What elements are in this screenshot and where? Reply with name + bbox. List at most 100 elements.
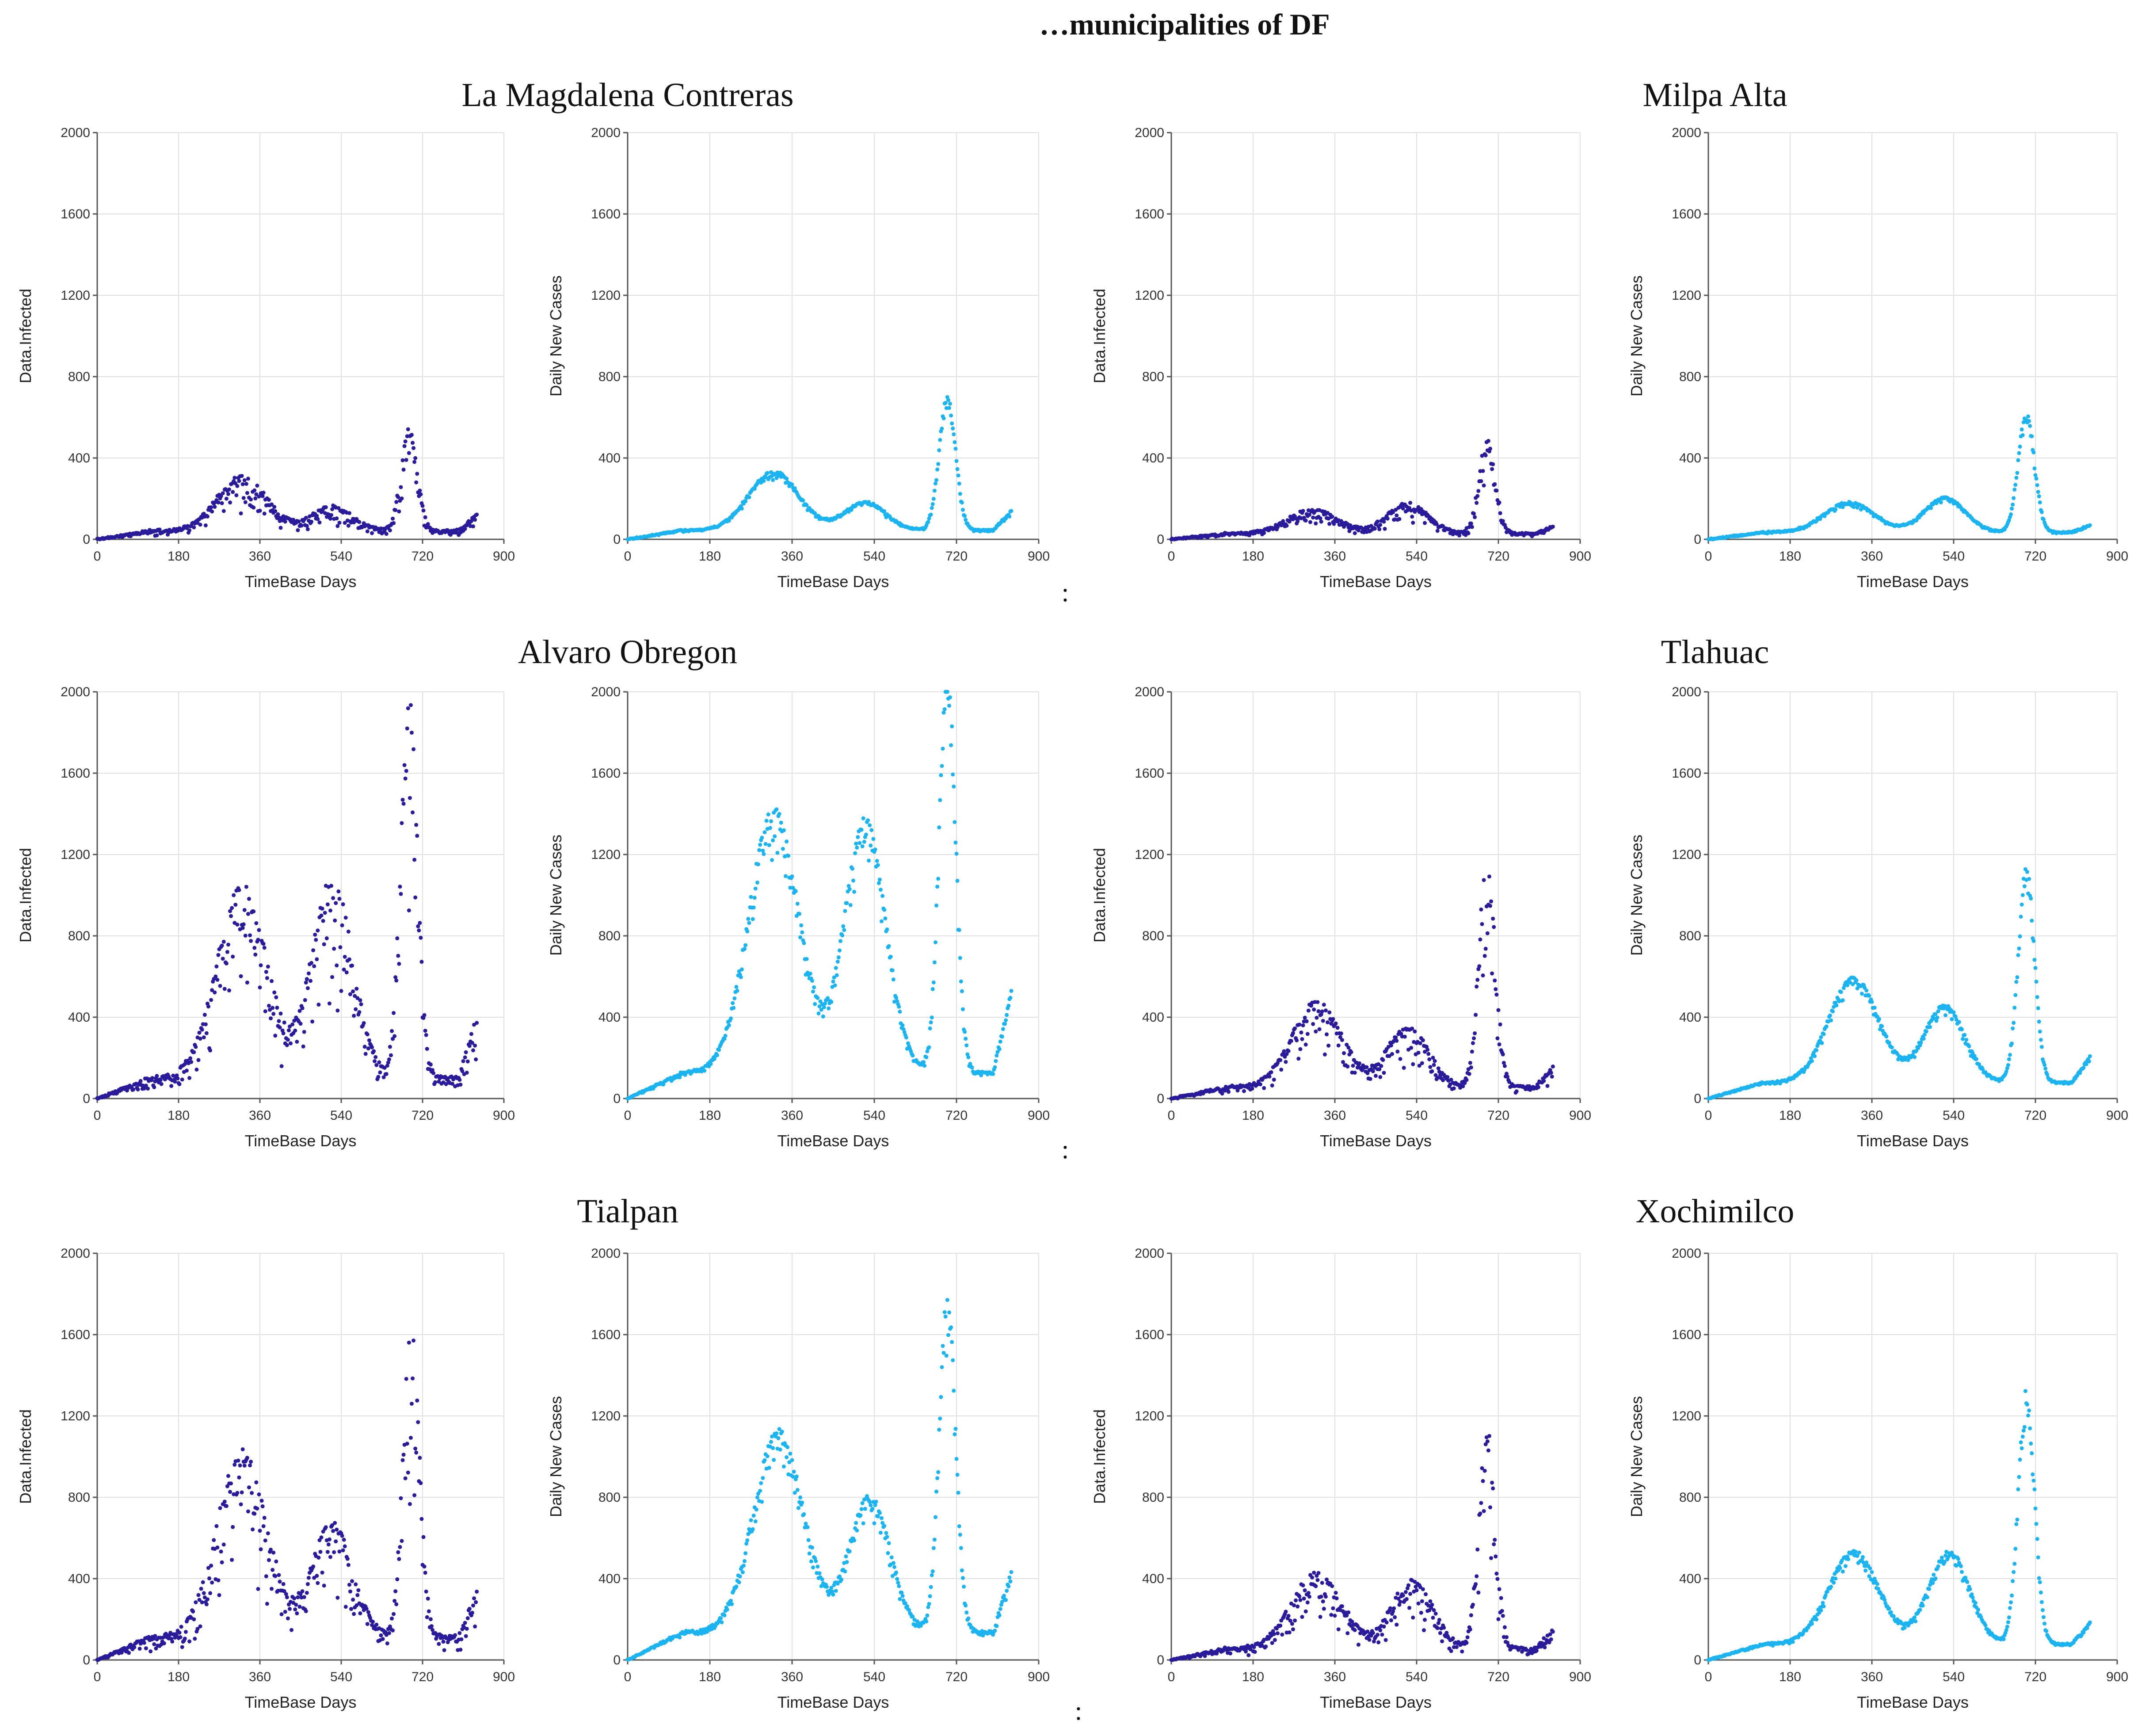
y-tick-label: 400 — [68, 451, 90, 465]
data-point — [1490, 971, 1494, 976]
data-point — [471, 1603, 475, 1608]
data-point — [1398, 1057, 1402, 1061]
data-point — [1851, 982, 1855, 986]
data-point — [1482, 878, 1486, 882]
data-point — [413, 456, 418, 460]
data-point — [232, 476, 237, 480]
data-point — [415, 834, 419, 838]
data-point — [224, 496, 229, 501]
data-point — [1374, 1074, 1378, 1078]
data-point — [241, 922, 246, 927]
y-tick-label: 0 — [1157, 1653, 1164, 1667]
data-point — [310, 1019, 315, 1024]
x-tick-label: 0 — [624, 1108, 632, 1123]
data-point — [240, 473, 244, 478]
data-point — [1246, 1653, 1251, 1657]
data-point — [1262, 1086, 1266, 1090]
data-point — [411, 1376, 415, 1381]
data-point — [399, 892, 403, 896]
data-point — [811, 1565, 815, 1570]
data-point — [875, 858, 879, 863]
data-point — [885, 1535, 889, 1539]
data-point — [1943, 1013, 1947, 1018]
data-point — [1308, 520, 1312, 524]
data-point — [734, 1584, 739, 1589]
data-point — [785, 1455, 789, 1459]
data-point — [1302, 1596, 1306, 1601]
data-point — [717, 1048, 721, 1052]
data-point — [1385, 516, 1390, 521]
data-point — [425, 1615, 429, 1619]
data-point — [900, 1594, 905, 1598]
data-point — [1389, 1618, 1393, 1622]
data-point — [1351, 1064, 1355, 1068]
x-tick-label: 0 — [1705, 1108, 1712, 1123]
data-point — [412, 1493, 417, 1497]
data-point — [1814, 1048, 1819, 1053]
data-point — [350, 963, 354, 968]
data-point — [810, 979, 814, 983]
data-point — [790, 1458, 794, 1462]
data-point — [2045, 1072, 2050, 1077]
data-point — [473, 1043, 477, 1048]
chart-grid: 0 180 360 540 720 9000400800120016002000TimeB… — [16, 76, 2128, 1711]
data-point — [210, 509, 214, 514]
data-point — [1367, 1637, 1372, 1642]
data-point — [269, 1016, 273, 1021]
data-point — [887, 944, 891, 948]
data-point — [729, 1599, 733, 1603]
data-point — [1545, 1084, 1550, 1088]
data-point — [414, 1450, 419, 1455]
y-tick-label: 800 — [598, 1490, 621, 1505]
data-point — [1005, 1013, 1009, 1017]
data-point — [409, 433, 414, 437]
data-point — [773, 834, 777, 839]
data-point — [279, 1064, 284, 1068]
data-point — [2088, 523, 2092, 527]
data-point — [960, 989, 964, 993]
data-point — [1496, 1008, 1501, 1012]
data-point — [258, 1529, 262, 1533]
data-point — [1303, 1015, 1307, 1020]
data-point — [389, 1053, 393, 1057]
data-point — [781, 1464, 786, 1469]
data-point — [321, 1530, 325, 1534]
y-tick-label: 800 — [68, 1490, 90, 1505]
data-point — [1407, 1606, 1412, 1610]
data-point — [760, 1499, 764, 1504]
data-point — [929, 1585, 933, 1589]
data-point — [892, 1565, 896, 1569]
data-point — [162, 1641, 166, 1645]
data-point — [2017, 451, 2021, 455]
x-tick-label: 900 — [493, 1108, 515, 1123]
y-tick-label: 1200 — [591, 1409, 621, 1423]
data-point — [2042, 517, 2046, 522]
data-point — [1406, 1583, 1410, 1587]
x-tick-label: 180 — [699, 1108, 721, 1123]
data-point — [785, 839, 789, 844]
data-point — [860, 1501, 865, 1505]
data-point — [265, 976, 269, 980]
x-tick-label: 0 — [624, 1670, 632, 1684]
x-tick-label: 720 — [1487, 549, 1509, 564]
x-axis-label: TimeBase Days — [777, 572, 889, 591]
data-point — [763, 842, 768, 846]
data-point — [751, 1527, 755, 1531]
data-point — [433, 1080, 438, 1084]
data-point — [1402, 1066, 1406, 1070]
data-point — [759, 1481, 763, 1485]
grid — [1171, 132, 1581, 540]
data-point — [202, 1035, 206, 1040]
data-point — [1278, 1623, 1283, 1628]
data-point — [1311, 1022, 1315, 1026]
data-point — [246, 477, 250, 481]
data-point — [197, 1030, 202, 1035]
data-point — [1476, 489, 1481, 493]
data-point — [943, 1314, 948, 1319]
data-point — [1215, 1651, 1219, 1656]
data-point — [2039, 510, 2044, 514]
data-point — [231, 490, 235, 494]
data-point — [895, 1577, 899, 1581]
data-point — [1485, 931, 1490, 935]
data-point — [743, 1551, 748, 1556]
